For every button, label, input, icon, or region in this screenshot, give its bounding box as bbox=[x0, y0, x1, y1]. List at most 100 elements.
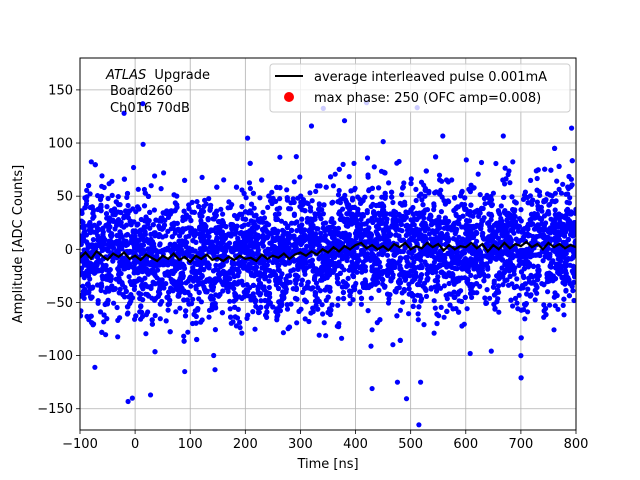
scatter-point bbox=[495, 235, 501, 241]
scatter-point bbox=[201, 247, 207, 253]
scatter-point bbox=[300, 197, 306, 203]
scatter-point bbox=[123, 288, 129, 294]
scatter-point bbox=[293, 272, 299, 278]
scatter-point bbox=[80, 258, 85, 264]
scatter-point bbox=[177, 233, 183, 239]
scatter-point bbox=[389, 194, 395, 200]
scatter-point bbox=[499, 218, 505, 224]
scatter-point bbox=[545, 234, 551, 240]
scatter-point bbox=[393, 224, 399, 230]
scatter-point bbox=[297, 174, 303, 180]
scatter-point bbox=[88, 159, 94, 165]
scatter-point bbox=[329, 250, 335, 256]
scatter-point bbox=[329, 302, 335, 308]
scatter-point bbox=[235, 273, 241, 279]
scatter-point bbox=[491, 280, 497, 286]
scatter-point bbox=[506, 268, 512, 274]
scatter-point bbox=[137, 309, 143, 315]
scatter-point bbox=[421, 209, 427, 215]
scatter-point bbox=[111, 300, 117, 306]
scatter-point bbox=[124, 194, 130, 200]
scatter-point bbox=[160, 210, 166, 216]
scatter-point bbox=[397, 200, 403, 206]
scatter-point bbox=[196, 203, 202, 210]
scatter-point bbox=[303, 299, 309, 305]
scatter-point bbox=[204, 263, 210, 269]
scatter-point bbox=[348, 188, 354, 194]
scatter-point bbox=[320, 221, 326, 227]
scatter-point bbox=[362, 239, 368, 245]
scatter-point bbox=[341, 295, 347, 302]
scatter-point bbox=[540, 249, 546, 255]
scatter-point bbox=[124, 231, 131, 238]
scatter-point bbox=[179, 262, 185, 268]
scatter-point bbox=[125, 304, 131, 310]
scatter-point bbox=[448, 225, 454, 231]
scatter-point bbox=[511, 268, 517, 274]
scatter-point bbox=[116, 275, 122, 281]
scatter-point bbox=[251, 205, 257, 211]
scatter-point bbox=[322, 287, 328, 293]
scatter-point bbox=[512, 214, 518, 220]
scatter-point bbox=[415, 317, 421, 323]
scatter-point bbox=[563, 191, 569, 197]
scatter-point bbox=[264, 304, 270, 310]
scatter-point bbox=[80, 219, 86, 226]
scatter-point bbox=[336, 166, 342, 172]
scatter-point bbox=[355, 255, 361, 261]
scatter-point bbox=[263, 312, 269, 318]
scatter-point bbox=[305, 280, 311, 286]
scatter-point bbox=[245, 135, 251, 141]
scatter-point bbox=[571, 297, 576, 304]
scatter-point bbox=[528, 247, 535, 253]
scatter-point bbox=[97, 196, 104, 202]
scatter-point bbox=[463, 157, 469, 163]
scatter-point bbox=[266, 290, 273, 297]
scatter-point bbox=[182, 177, 188, 183]
scatter-point bbox=[143, 331, 149, 337]
scatter-point bbox=[563, 288, 569, 294]
scatter-point bbox=[239, 330, 245, 336]
scatter-point bbox=[99, 273, 105, 279]
scatter-point bbox=[525, 286, 531, 292]
scatter-point bbox=[165, 228, 171, 234]
scatter-point bbox=[502, 278, 508, 284]
scatter-point bbox=[153, 295, 159, 301]
scatter-point bbox=[390, 342, 396, 348]
scatter-point bbox=[566, 293, 573, 299]
scatter-point bbox=[220, 261, 226, 267]
scatter-point bbox=[368, 283, 374, 289]
scatter-point bbox=[192, 248, 198, 254]
scatter-point bbox=[541, 302, 547, 308]
scatter-point bbox=[106, 216, 112, 222]
scatter-point bbox=[339, 284, 345, 290]
scatter-point bbox=[225, 288, 231, 295]
scatter-point bbox=[103, 332, 109, 338]
scatter-point bbox=[518, 375, 524, 381]
scatter-point bbox=[556, 211, 562, 217]
scatter-point bbox=[105, 248, 111, 254]
scatter-point bbox=[505, 282, 512, 288]
scatter-point bbox=[132, 228, 139, 234]
scatter-point bbox=[123, 242, 129, 248]
scatter-point bbox=[140, 141, 146, 147]
scatter-point bbox=[314, 183, 320, 189]
scatter-point bbox=[393, 209, 399, 215]
scatter-point bbox=[290, 267, 297, 273]
scatter-point bbox=[349, 221, 355, 227]
scatter-point bbox=[495, 283, 502, 289]
scatter-point bbox=[350, 195, 356, 201]
scatter-point bbox=[196, 289, 202, 296]
scatter-point bbox=[463, 206, 469, 212]
scatter-point bbox=[101, 319, 107, 325]
scatter-point bbox=[429, 269, 436, 276]
scatter-point bbox=[493, 160, 499, 167]
scatter-point bbox=[146, 240, 152, 246]
scatter-point bbox=[273, 214, 279, 220]
scatter-point bbox=[190, 296, 196, 302]
scatter-point bbox=[371, 209, 377, 215]
scatter-point bbox=[390, 199, 396, 206]
scatter-point bbox=[346, 267, 352, 273]
scatter-point bbox=[523, 249, 529, 255]
